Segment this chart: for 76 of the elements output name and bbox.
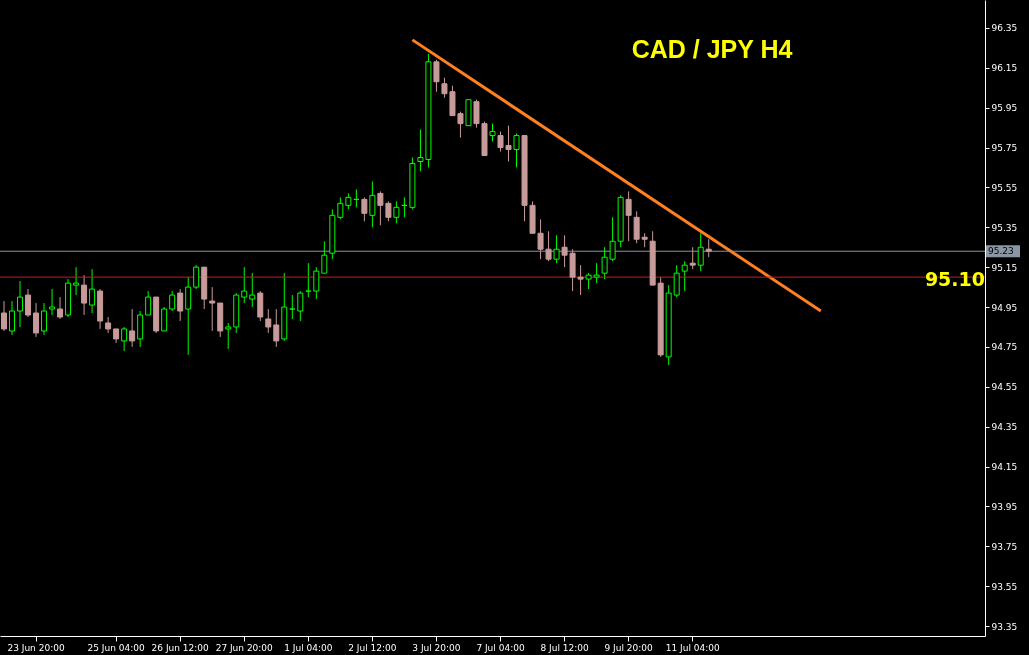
candlestick [33, 302, 40, 338]
y-tick-label: 94.95 [991, 302, 1018, 313]
candlestick [369, 180, 376, 228]
y-tick-label: 94.55 [991, 382, 1018, 393]
y-tick-label: 95.55 [991, 182, 1018, 193]
candlestick [169, 290, 176, 312]
y-tick-label: 95.75 [991, 143, 1018, 154]
y-tick-label: 94.15 [991, 462, 1018, 473]
candlestick [337, 196, 344, 220]
candlestick [313, 266, 320, 300]
y-tick-label: 93.95 [991, 501, 1018, 512]
candlestick [697, 232, 704, 272]
candlestick [137, 310, 144, 348]
candlestick [89, 268, 96, 314]
candlestick [273, 308, 280, 348]
candlestick [265, 308, 272, 334]
candlestick [1, 300, 7, 332]
y-tick-label: 95.95 [991, 103, 1018, 114]
x-tick-label: 27 Jun 20:00 [215, 642, 274, 653]
candlestick [433, 59, 440, 93]
candlestick [209, 286, 216, 332]
candlestick [225, 322, 232, 350]
candlestick [241, 266, 248, 304]
ref-line-label: 95.23 [988, 246, 1014, 257]
candlestick [185, 276, 192, 356]
x-tick-label: 26 Jun 12:00 [151, 642, 210, 653]
candlestick [289, 294, 296, 320]
candlestick [321, 240, 328, 274]
candlestick [49, 288, 56, 316]
candlestick [121, 326, 128, 352]
y-tick-label: 96.15 [991, 63, 1018, 74]
x-tick-label: 3 Jul 20:00 [412, 642, 461, 653]
x-tick-label: 23 Jun 20:00 [7, 642, 65, 653]
candlestick [361, 196, 368, 222]
y-tick-label: 93.35 [991, 621, 1018, 632]
candlestick [249, 272, 256, 308]
x-tick-label: 2 Jul 12:00 [348, 642, 397, 653]
candlestick [305, 262, 312, 298]
ref-line-label: 95.10 [924, 268, 985, 291]
y-tick-label: 94.35 [991, 422, 1018, 433]
x-tick-label: 7 Jul 04:00 [476, 642, 525, 653]
candlestick [25, 288, 32, 318]
candlestick [145, 290, 152, 316]
candlestick [177, 288, 184, 322]
candlestick [689, 246, 696, 270]
candlestick [633, 210, 640, 244]
candlestick [257, 290, 264, 322]
text: CAD / JPY H4 [631, 35, 793, 63]
candlestick [129, 308, 136, 348]
candlestick [81, 274, 88, 316]
candlestick [681, 260, 688, 292]
candlestick [553, 234, 560, 264]
candlestick [193, 264, 200, 290]
y-tick-label: 94.75 [991, 342, 1018, 353]
candlestick [73, 266, 80, 296]
y-tick-label: 96.35 [991, 23, 1018, 34]
x-tick-label: 8 Jul 12:00 [540, 642, 589, 653]
y-tick-label: 93.75 [991, 541, 1018, 552]
candlestick [161, 306, 168, 332]
y-tick-label: 95.35 [991, 222, 1018, 233]
candlestick [41, 302, 48, 336]
candlestick [297, 290, 304, 322]
candlestick [9, 300, 16, 336]
y-tick-label: 93.55 [991, 581, 1018, 592]
candlestick [57, 296, 64, 320]
candlestick [393, 200, 400, 224]
candlestick [673, 264, 680, 298]
x-tick-label: 25 Jun 04:00 [87, 642, 145, 653]
x-tick-label: 1 Jul 04:00 [284, 642, 333, 653]
y-tick-label: 95.15 [991, 262, 1018, 273]
x-tick-label: 11 Jul 04:00 [665, 642, 720, 653]
candlestick [17, 280, 24, 328]
x-tick-label: 9 Jul 20:00 [604, 642, 654, 653]
candlestick [513, 133, 520, 168]
candlestick [625, 190, 632, 242]
candlestick [105, 316, 112, 334]
